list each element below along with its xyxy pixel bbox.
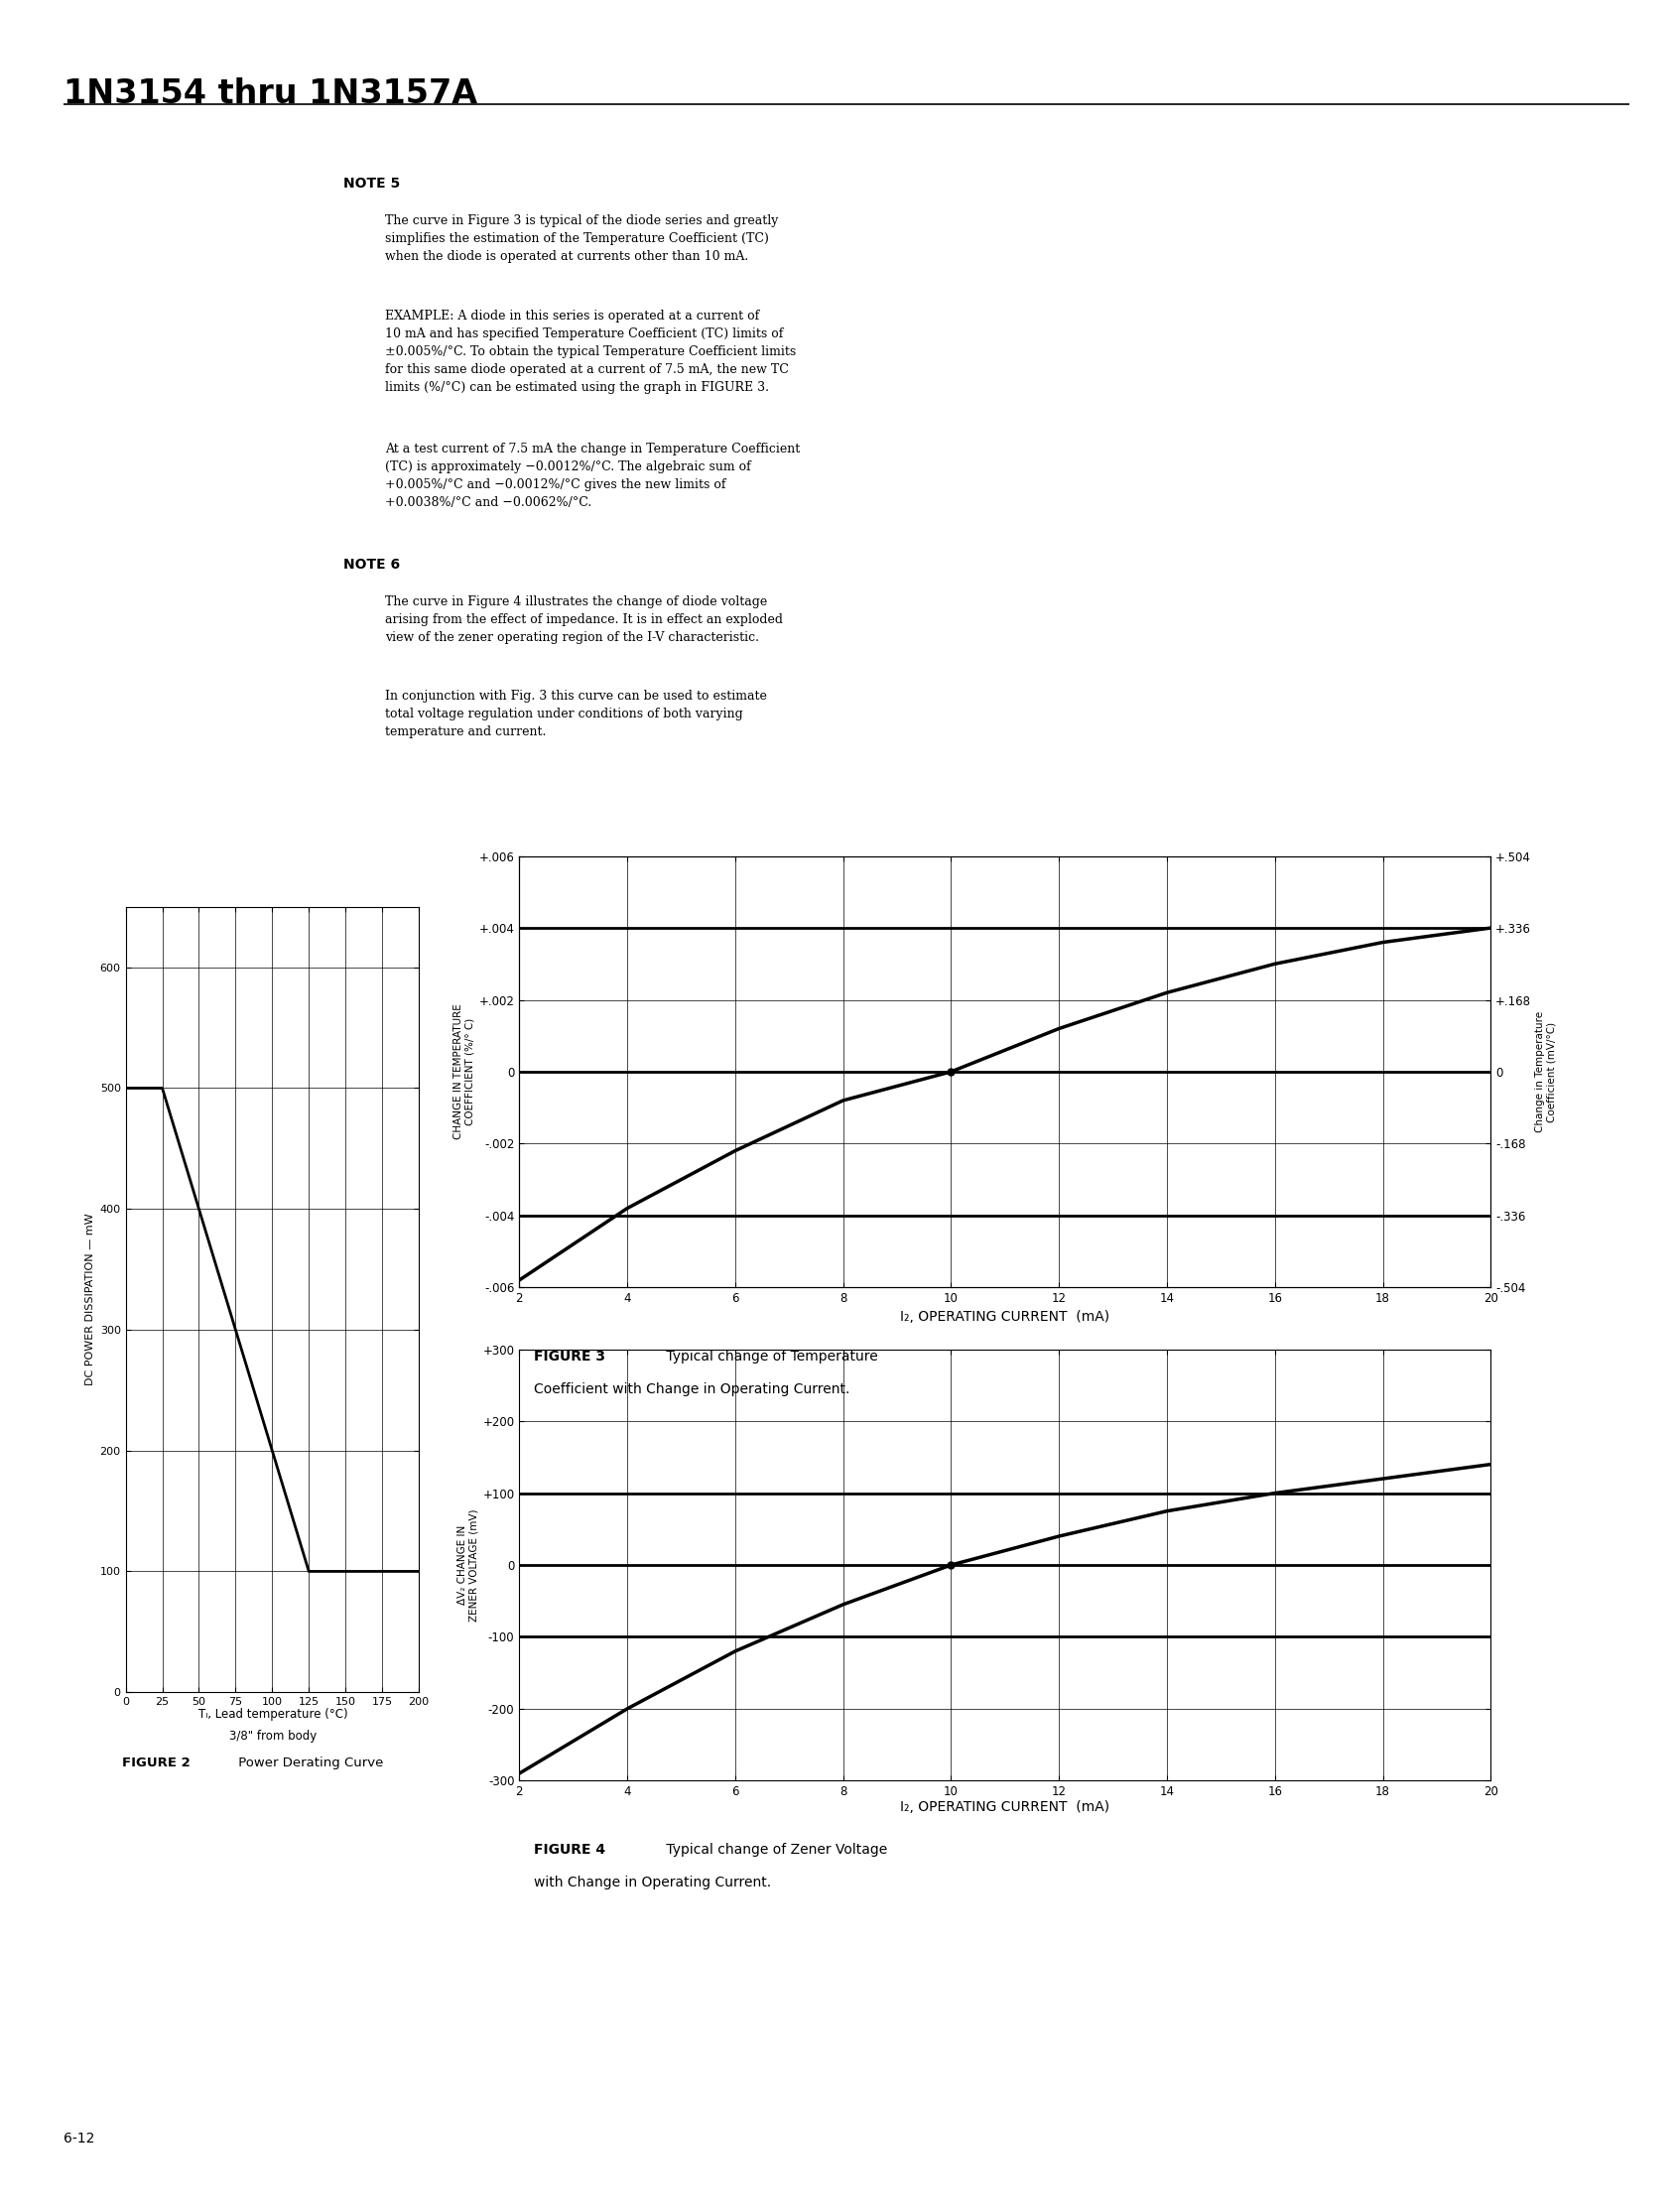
Text: FIGURE 3: FIGURE 3 (534, 1349, 606, 1363)
Text: EXAMPLE: A diode in this series is operated at a current of
10 mA and has specif: EXAMPLE: A diode in this series is opera… (385, 310, 796, 394)
Text: NOTE 5: NOTE 5 (343, 177, 400, 190)
Text: Typical change of Zener Voltage: Typical change of Zener Voltage (662, 1843, 888, 1856)
Text: The curve in Figure 4 illustrates the change of diode voltage
arising from the e: The curve in Figure 4 illustrates the ch… (385, 595, 784, 644)
Text: I₂, OPERATING CURRENT  (mA): I₂, OPERATING CURRENT (mA) (899, 1310, 1111, 1323)
Text: NOTE 6: NOTE 6 (343, 557, 400, 571)
Text: with Change in Operating Current.: with Change in Operating Current. (534, 1876, 772, 1889)
Text: Typical change of Temperature: Typical change of Temperature (662, 1349, 878, 1363)
Y-axis label: Change in Temperature
Coefficient (mV/°C): Change in Temperature Coefficient (mV/°C… (1536, 1011, 1556, 1133)
Text: Power Derating Curve: Power Derating Curve (234, 1756, 384, 1770)
Text: 6-12: 6-12 (64, 2132, 95, 2146)
Text: Tₗ, Lead temperature (°C): Tₗ, Lead temperature (°C) (198, 1708, 348, 1721)
Text: At a test current of 7.5 mA the change in Temperature Coefficient
(TC) is approx: At a test current of 7.5 mA the change i… (385, 442, 801, 509)
Text: Coefficient with Change in Operating Current.: Coefficient with Change in Operating Cur… (534, 1382, 851, 1396)
Y-axis label: CHANGE IN TEMPERATURE
COEFFICIENT (%/° C): CHANGE IN TEMPERATURE COEFFICIENT (%/° C… (454, 1004, 474, 1139)
Text: 1N3154 thru 1N3157A: 1N3154 thru 1N3157A (64, 77, 477, 111)
Text: The curve in Figure 3 is typical of the diode series and greatly
simplifies the : The curve in Figure 3 is typical of the … (385, 215, 779, 263)
Y-axis label: DC POWER DISSIPATION — mW: DC POWER DISSIPATION — mW (85, 1214, 95, 1385)
Text: 3/8" from body: 3/8" from body (229, 1730, 317, 1743)
Y-axis label: ΔV₂ CHANGE IN
ZENER VOLTAGE (mV): ΔV₂ CHANGE IN ZENER VOLTAGE (mV) (457, 1509, 479, 1621)
Text: FIGURE 4: FIGURE 4 (534, 1843, 606, 1856)
Text: FIGURE 2: FIGURE 2 (122, 1756, 191, 1770)
Text: In conjunction with Fig. 3 this curve can be used to estimate
total voltage regu: In conjunction with Fig. 3 this curve ca… (385, 690, 767, 739)
Text: I₂, OPERATING CURRENT  (mA): I₂, OPERATING CURRENT (mA) (899, 1801, 1111, 1814)
